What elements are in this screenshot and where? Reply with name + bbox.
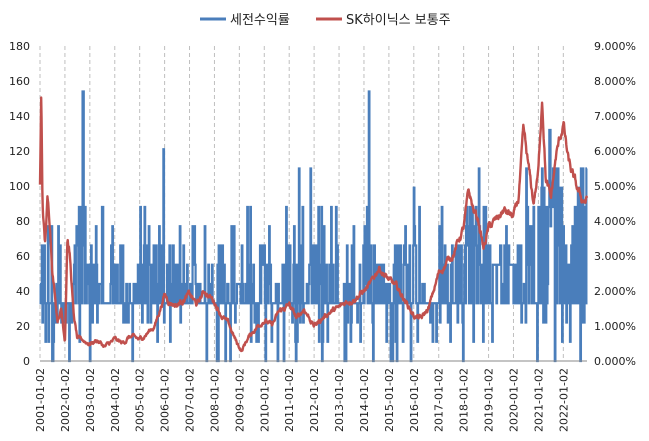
legend-label-0: 세전수익률 (230, 13, 290, 28)
y-left-tick-7: 140 (9, 110, 30, 123)
x-tick-6: 2007-01-02 (184, 368, 197, 432)
x-tick-18: 2019-01-02 (483, 368, 496, 432)
x-tick-16: 2017-01-02 (433, 368, 446, 432)
y-left-tick-1: 20 (16, 320, 30, 333)
y-left-tick-2: 40 (16, 285, 30, 298)
x-tick-8: 2009-01-02 (233, 368, 246, 432)
y-left-tick-0: 0 (23, 355, 30, 368)
x-tick-5: 2006-01-02 (159, 368, 172, 432)
x-tick-14: 2015-01-02 (383, 368, 396, 432)
legend: 세전수익률 SK하이닉스 보통주 (200, 13, 451, 28)
x-tick-11: 2012-01-02 (308, 368, 321, 432)
x-tick-17: 2018-01-02 (458, 368, 471, 432)
plot-lines (38, 90, 589, 363)
x-tick-15: 2016-01-02 (408, 368, 421, 432)
y-right-tick-5: 5.000% (594, 180, 636, 193)
x-tick-21: 2022-01-02 (557, 368, 570, 432)
y-left-tick-9: 180 (9, 40, 30, 53)
x-tick-1: 2002-01-02 (59, 368, 72, 432)
y-right-tick-6: 6.000% (594, 145, 636, 158)
x-tick-3: 2004-01-02 (109, 368, 122, 432)
y-right-tick-2: 2.000% (594, 285, 636, 298)
y-right-tick-8: 8.000% (594, 75, 636, 88)
y-right-tick-4: 4.000% (594, 215, 636, 228)
y-left-tick-3: 60 (16, 250, 30, 263)
legend-item-0: 세전수익률 (200, 13, 290, 28)
x-tick-0: 2001-01-02 (34, 368, 47, 432)
legend-item-1: SK하이닉스 보통주 (316, 13, 451, 28)
x-tick-19: 2020-01-02 (507, 368, 520, 432)
series-line-1 (38, 96, 589, 353)
x-tick-20: 2021-01-02 (532, 368, 545, 432)
y-right-tick-0: 0.000% (594, 355, 636, 368)
x-tick-13: 2014-01-02 (358, 368, 371, 432)
y-left-tick-5: 100 (9, 180, 30, 193)
y-axis-right: 0.000% 1.000% 2.000% 3.000% 4.000% 5.000% 6.00… (594, 40, 636, 368)
legend-label-1: SK하이닉스 보통주 (346, 13, 451, 28)
x-tick-7: 2008-01-02 (208, 368, 221, 432)
y-right-tick-9: 9.000% (594, 40, 636, 53)
y-left-tick-8: 160 (9, 75, 30, 88)
y-right-tick-7: 7.000% (594, 110, 636, 123)
x-tick-10: 2011-01-02 (283, 368, 296, 432)
y-left-tick-4: 80 (16, 215, 30, 228)
y-axis-left: 0 20 40 60 80 100 120 140 160 180 (9, 40, 30, 368)
y-right-tick-1: 1.000% (594, 320, 636, 333)
y-left-tick-6: 120 (9, 145, 30, 158)
x-tick-4: 2005-01-02 (134, 368, 147, 432)
x-tick-12: 2013-01-02 (333, 368, 346, 432)
y-right-tick-3: 3.000% (594, 250, 636, 263)
series-line-0 (39, 90, 588, 363)
x-axis: 2001-01-02 2002-01-02 2003-01-02 2004-01-02… (34, 368, 570, 432)
x-tick-2: 2003-01-02 (84, 368, 97, 432)
x-tick-9: 2010-01-02 (258, 368, 271, 432)
